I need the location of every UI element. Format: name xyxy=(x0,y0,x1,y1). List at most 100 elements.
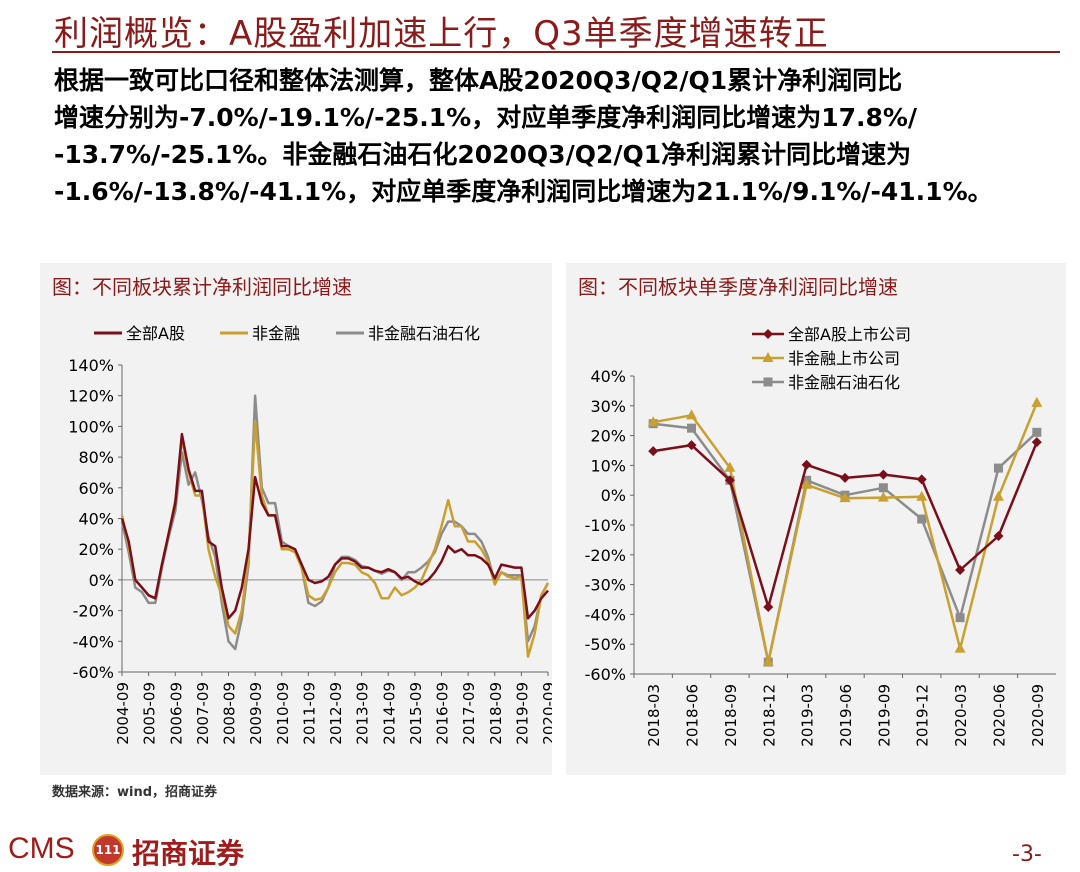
x-tick-label: 2018-03 xyxy=(645,684,663,747)
x-tick-label: 2004-09 xyxy=(114,682,132,745)
x-tick-label: 2020-09 xyxy=(1029,684,1047,747)
data-point xyxy=(877,491,889,502)
data-point xyxy=(686,440,697,451)
x-tick-label: 2009-09 xyxy=(247,682,265,745)
series-line xyxy=(120,394,550,651)
y-tick-label: 20% xyxy=(590,427,626,446)
data-point xyxy=(1032,427,1042,437)
quarterly-growth-chart: 40% 30% 20% 10% 0% -10% -20% -30% -40% -50% -60% 20… xyxy=(585,325,1056,747)
y-tick-label: 40% xyxy=(78,510,114,529)
series-line xyxy=(652,402,1038,664)
y-tick-label: 80% xyxy=(78,448,114,467)
x-tick-label: 2019-06 xyxy=(837,684,855,747)
x-tick-label: 2018-09 xyxy=(722,684,740,747)
data-point xyxy=(763,329,773,339)
x-tick-label: 2018-12 xyxy=(760,684,778,747)
y-tick-label: -10% xyxy=(585,516,626,535)
title-divider xyxy=(52,51,1060,53)
y-tick-label: -30% xyxy=(585,576,626,595)
data-point xyxy=(1031,437,1042,448)
company-logo-icon: 111 xyxy=(92,834,124,866)
company-logo-text: CMS xyxy=(8,832,75,865)
x-tick-label: 2017-09 xyxy=(460,682,478,745)
data-point xyxy=(954,642,966,653)
y-tick-label: -60% xyxy=(73,663,114,682)
x-tick-label: 2005-09 xyxy=(141,682,159,745)
data-point xyxy=(648,446,659,457)
y-tick-label: -60% xyxy=(585,665,626,684)
data-point xyxy=(687,423,697,433)
page-title: 利润概览：A股盈利加速上行，Q3单季度增速转正 xyxy=(54,14,829,54)
legend-label: 非金融上市公司 xyxy=(788,349,900,368)
x-tick-label: 2020-06 xyxy=(990,684,1008,747)
x-tick-label: 2011-09 xyxy=(300,682,318,745)
y-tick-label: 60% xyxy=(78,479,114,498)
y-tick-label: -40% xyxy=(585,605,626,624)
y-tick-label: 120% xyxy=(68,387,114,406)
x-tick-label: 2016-09 xyxy=(434,682,452,745)
y-tick-label: 20% xyxy=(78,540,114,559)
data-point xyxy=(724,461,736,472)
legend-label: 非金融石油石化 xyxy=(788,373,900,392)
company-logo-name: 招商证券 xyxy=(132,837,245,870)
summary-text: 根据一致可比口径和整体法测算，整体A股2020Q3/Q2/Q1累计净利润同比 增… xyxy=(54,62,1064,210)
summary-line: 增速分别为-7.0%/-19.1%/-25.1%，对应单季度净利润同比增速为17… xyxy=(54,103,918,132)
data-point xyxy=(647,416,659,427)
x-tick-label: 2020-03 xyxy=(952,684,970,747)
data-point xyxy=(724,475,735,486)
data-point xyxy=(955,564,966,575)
legend-label: 非金融 xyxy=(252,324,300,343)
series-line xyxy=(120,432,549,620)
x-tick-label: 2019-12 xyxy=(914,684,932,747)
cumulative-growth-chart: 140%120%100%80%60%40%20%0%-20%-40%-60%20… xyxy=(68,324,552,745)
data-source-note: 数据来源：wind，招商证券 xyxy=(52,785,218,800)
y-tick-label: 140% xyxy=(68,356,114,375)
y-tick-label: 30% xyxy=(590,397,626,416)
data-point xyxy=(763,377,773,387)
data-point xyxy=(916,490,928,501)
quarterly-growth-chart-panel: 图：不同板块单季度净利润同比增速 40% 30% 20% 10% 0% -10% -20% -… xyxy=(566,263,1066,775)
y-tick-label: 10% xyxy=(590,456,626,475)
x-tick-label: 2013-09 xyxy=(354,682,372,745)
y-tick-label: 40% xyxy=(590,367,626,386)
data-point xyxy=(762,352,774,362)
x-tick-label: 2010-09 xyxy=(274,682,292,745)
x-tick-label: 2019-09 xyxy=(875,684,893,747)
x-tick-label: 2007-09 xyxy=(194,682,212,745)
y-tick-label: 0% xyxy=(89,571,114,590)
data-point xyxy=(801,478,813,489)
series-line xyxy=(653,422,1038,664)
x-tick-label: 2019-03 xyxy=(799,684,817,747)
data-point xyxy=(993,463,1003,473)
legend-label: 非金融石油石化 xyxy=(368,324,480,343)
x-tick-label: 2019-09 xyxy=(513,682,531,745)
x-tick-label: 2020-09 xyxy=(540,682,552,745)
cumulative-growth-chart-panel: 图：不同板块累计净利润同比增速 140% 120% 100% 80% 60% 40% 20%… xyxy=(40,263,552,775)
summary-line: -13.7%/-25.1%。非金融石油石化2020Q3/Q2/Q1净利润累计同比… xyxy=(54,140,912,169)
data-point xyxy=(917,514,927,524)
data-point xyxy=(916,474,927,485)
x-tick-label: 2014-09 xyxy=(380,682,398,745)
x-tick-label: 2012-09 xyxy=(327,682,345,745)
y-tick-label: -20% xyxy=(585,546,626,565)
legend-label: 全部A股 xyxy=(126,324,185,343)
y-tick-label: 100% xyxy=(68,417,114,436)
data-point xyxy=(878,483,888,493)
page-number: -3- xyxy=(1012,842,1042,867)
data-point xyxy=(993,531,1004,542)
data-point xyxy=(955,613,965,623)
data-point xyxy=(686,409,698,420)
y-tick-label: -40% xyxy=(73,632,114,651)
data-point xyxy=(992,490,1004,501)
data-point xyxy=(839,492,851,503)
summary-line: -1.6%/-13.8%/-41.1%，对应单季度净利润同比增速为21.1%/9… xyxy=(54,177,993,206)
legend-label: 全部A股上市公司 xyxy=(788,325,911,344)
y-tick-label: 0% xyxy=(601,486,626,505)
data-point xyxy=(762,656,774,667)
x-tick-label: 2008-09 xyxy=(221,682,239,745)
data-point xyxy=(878,469,889,480)
chart-title: 图：不同板块单季度净利润同比增速 xyxy=(578,275,898,299)
x-tick-label: 2015-09 xyxy=(407,682,425,745)
y-tick-label: -50% xyxy=(585,635,626,654)
x-tick-label: 2018-06 xyxy=(684,684,702,747)
